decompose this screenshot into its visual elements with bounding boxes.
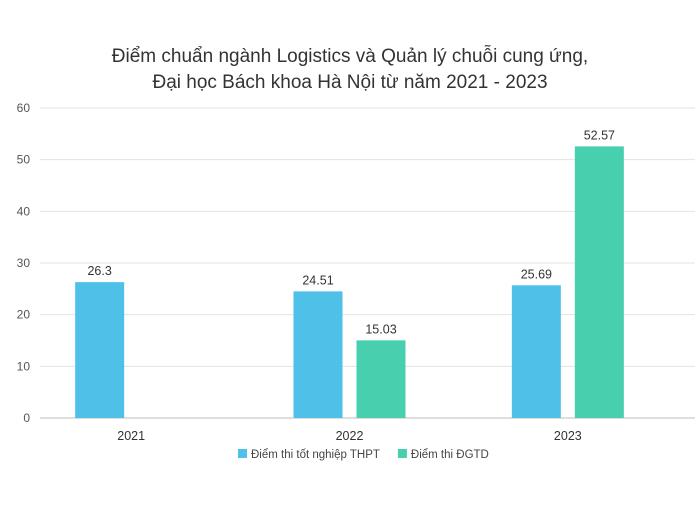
y-tick-label: 10 bbox=[17, 359, 31, 373]
data-label: 24.51 bbox=[302, 273, 333, 287]
chart-title-line-1: Điểm chuẩn ngành Logistics và Quản lý ch… bbox=[111, 46, 589, 67]
data-label: 52.57 bbox=[584, 128, 615, 142]
x-tick-label: 2021 bbox=[117, 429, 145, 443]
bars bbox=[75, 146, 624, 418]
bar-2022-series-2 bbox=[356, 340, 406, 418]
legend-label-series-1: Điểm thi tốt nghiệp THPT bbox=[251, 449, 380, 461]
bar-2023-series-1 bbox=[511, 285, 561, 418]
chart-title: Điểm chuẩn ngành Logistics và Quản lý ch… bbox=[0, 44, 700, 96]
data-label: 25.69 bbox=[521, 267, 552, 281]
legend: Điểm thi tốt nghiệp THPT Điểm thi ĐGTD bbox=[238, 449, 489, 461]
y-tick-label: 60 bbox=[17, 101, 31, 115]
bar-2021-series-1 bbox=[75, 282, 125, 418]
x-axis: 2021 2022 2023 bbox=[117, 429, 582, 443]
x-tick-label: 2023 bbox=[554, 429, 582, 443]
x-tick-label: 2022 bbox=[336, 429, 364, 443]
legend-swatch-series-2 bbox=[397, 449, 407, 458]
y-tick-label: 20 bbox=[17, 308, 31, 322]
bar-2022-series-1 bbox=[293, 291, 343, 418]
bar-2023-series-2 bbox=[574, 146, 624, 418]
y-tick-label: 50 bbox=[17, 153, 31, 167]
data-label: 26.3 bbox=[87, 264, 111, 278]
y-tick-label: 30 bbox=[17, 256, 31, 270]
legend-swatch-series-1 bbox=[238, 449, 247, 458]
y-tick-label: 0 bbox=[23, 411, 30, 425]
legend-label-series-2: Điểm thi ĐGTD bbox=[411, 449, 489, 461]
y-tick-label: 40 bbox=[17, 204, 31, 218]
y-axis: 0 10 20 30 40 50 60 bbox=[17, 101, 31, 425]
chart-title-line-2: Đại học Bách khoa Hà Nội từ năm 2021 - 2… bbox=[152, 72, 548, 93]
data-labels: 26.3 24.51 15.03 25.69 52.57 bbox=[87, 128, 615, 336]
data-label: 15.03 bbox=[365, 322, 396, 336]
